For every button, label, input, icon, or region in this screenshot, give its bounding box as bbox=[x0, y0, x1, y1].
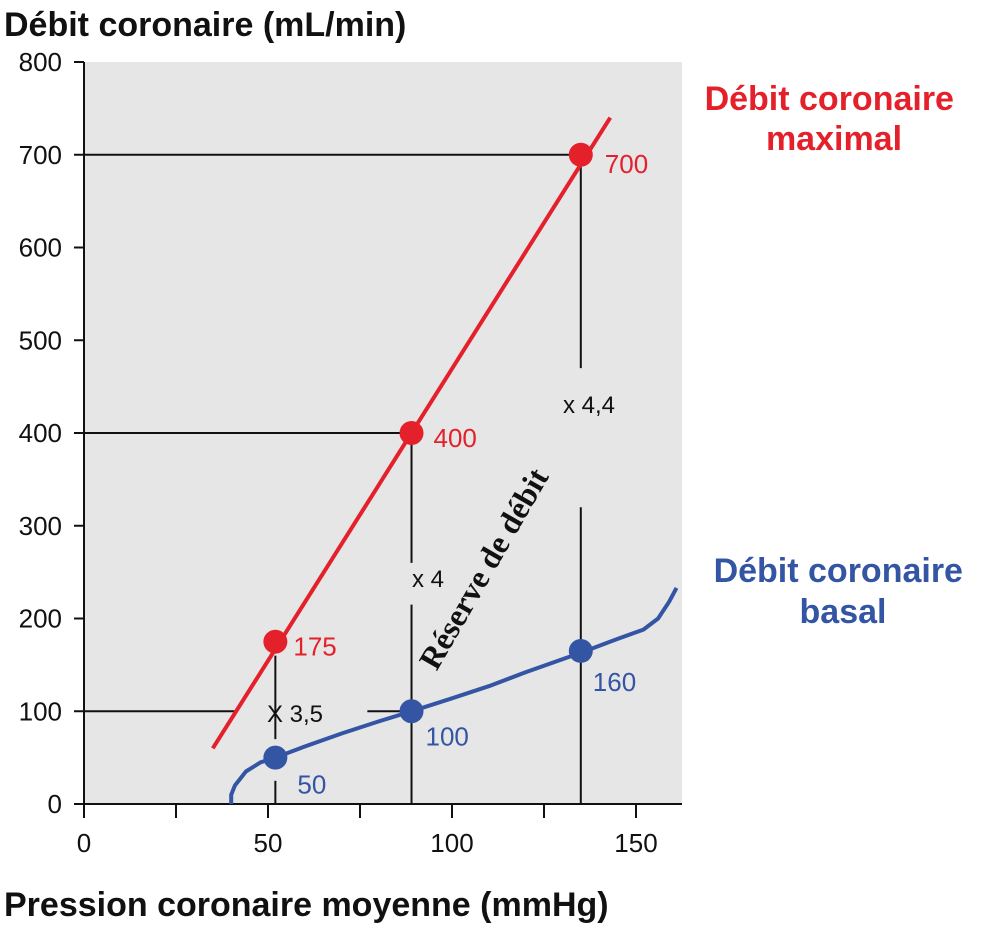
x-tick-label: 0 bbox=[77, 828, 91, 858]
data-label-maximal: 700 bbox=[605, 149, 648, 179]
series-label-basal-line-1: Débit coronaire bbox=[714, 552, 963, 590]
series-label-basal-line-2: basal bbox=[800, 593, 887, 631]
guide-lines bbox=[84, 153, 582, 804]
y-tick-label: 100 bbox=[19, 696, 62, 726]
ratio-label-1: X 3,5 bbox=[267, 701, 323, 728]
y-tick-label: 700 bbox=[19, 140, 62, 170]
y-tick-label: 400 bbox=[19, 418, 62, 448]
ratio-label-2: x 4 bbox=[412, 566, 444, 593]
data-point-basal bbox=[568, 638, 593, 663]
data-label-basal: 50 bbox=[297, 770, 326, 800]
series-layer bbox=[211, 116, 679, 804]
x-tick-label: 100 bbox=[430, 828, 473, 858]
series-label-basal: Débit coronaire basal bbox=[714, 552, 973, 631]
data-label-basal: 100 bbox=[426, 721, 469, 751]
data-point-basal bbox=[399, 699, 424, 724]
x-axis-title: Pression coronaire moyenne (mmHg) bbox=[4, 886, 609, 924]
y-tick-label: 0 bbox=[48, 789, 62, 819]
data-label-maximal: 400 bbox=[434, 423, 477, 453]
series-label-maximal-line-2: maximal bbox=[766, 120, 902, 158]
y-tick-label: 200 bbox=[19, 604, 62, 634]
x-tick-label: 150 bbox=[614, 828, 657, 858]
data-label-maximal: 175 bbox=[293, 632, 336, 662]
x-tick-label: 50 bbox=[254, 828, 283, 858]
data-point-maximal bbox=[568, 142, 593, 167]
series-line-basal bbox=[229, 586, 679, 804]
series-label-maximal: Débit coronaire maximal bbox=[705, 80, 964, 158]
y-tick-label: 300 bbox=[19, 511, 62, 541]
data-point-maximal bbox=[399, 421, 424, 445]
y-tick-label: 500 bbox=[19, 325, 62, 355]
labels-layer: 175 400 700 50 100 160 bbox=[293, 149, 648, 800]
y-tick-label: 800 bbox=[19, 47, 62, 77]
data-label-basal: 160 bbox=[593, 667, 636, 697]
data-point-basal bbox=[263, 745, 288, 770]
series-label-maximal-line-1: Débit coronaire bbox=[705, 80, 954, 118]
data-point-maximal bbox=[263, 629, 288, 654]
tick-marks: 0 100 200 300 400 500 600 700 800 0 50 100 150 bbox=[19, 47, 658, 858]
ratio-label-3: x 4,4 bbox=[563, 392, 615, 419]
y-axis-title: Débit coronaire (mL/min) bbox=[4, 6, 406, 44]
y-tick-label: 600 bbox=[19, 233, 62, 263]
